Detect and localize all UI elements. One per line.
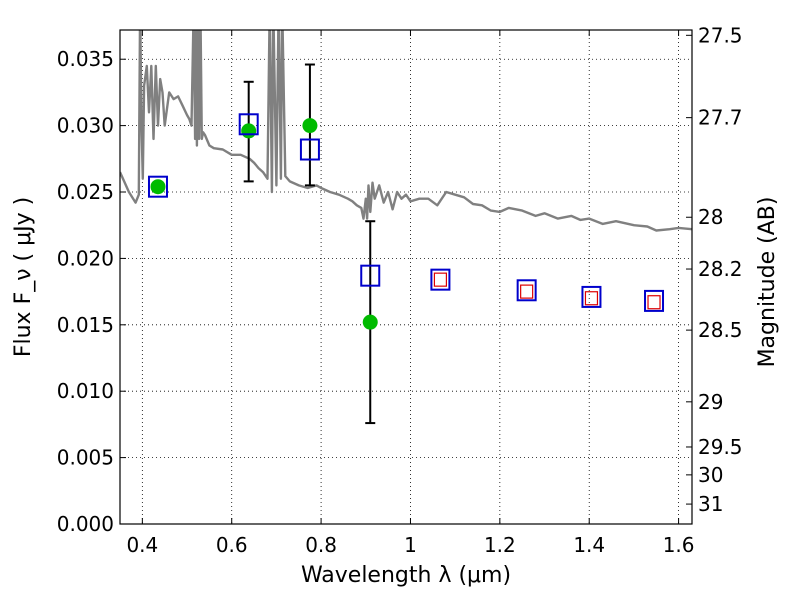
plot-area [120,30,692,232]
model-flux-square [581,285,602,308]
observed-flux-point [362,314,378,330]
x-tick-label: 1.6 [663,533,695,557]
x-tick-label: 0.6 [216,533,248,557]
y2-tick-label: 27.7 [698,106,743,130]
y-tick-label: 0.035 [57,47,114,71]
plot-frame [119,29,693,525]
observed-flux-point [302,118,318,134]
y-tick-label: 0.005 [57,446,114,470]
y-axis: 0.000 0.005 0.010 0.015 0.020 0.025 0.030 0.035 [57,47,126,536]
model-flux-square [147,175,168,198]
y-tick-label: 0.030 [57,114,114,138]
y2-axis: 27.5 27.7 28 28.2 28.5 29 29.5 30 31 [686,23,743,516]
x-axis: 0.4 0.6 0.8 1 1.2 1.4 1.6 [126,30,695,557]
model-flux-square [430,268,451,291]
y2-tick-label: 29 [698,390,723,414]
x-tick-label: 1.2 [484,533,516,557]
y2-tick-label: 28 [698,205,723,229]
y-tick-label: 0.000 [57,512,114,536]
y-axis-title: Flux F_ν ( μJy ) [11,197,36,357]
model-flux-square [516,279,537,302]
y2-tick-label: 30 [698,463,723,487]
markers [147,113,665,330]
y2-tick-label: 28.2 [698,257,743,281]
x-tick-label: 1 [404,533,417,557]
y2-tick-label: 29.5 [698,435,743,459]
x-tick-label: 0.4 [126,533,158,557]
upper-limit-square [584,291,599,306]
x-tick-label: 1.4 [573,533,605,557]
y2-axis-title: Magnitude (AB) [755,197,780,368]
x-tick-label: 0.8 [305,533,337,557]
y-tick-label: 0.015 [57,313,114,337]
upper-limit-square [433,272,448,287]
observed-flux-point [241,123,257,139]
template-spectrum-line [120,30,692,232]
y2-tick-label: 28.5 [698,318,743,342]
y2-tick-label: 27.5 [698,23,743,47]
grid [120,30,692,524]
y-tick-label: 0.010 [57,379,114,403]
y2-tick-label: 31 [698,492,723,516]
model-flux-square [238,113,259,136]
upper-limit-square [647,295,661,310]
observed-flux-point [150,179,166,195]
model-flux-square [644,289,665,312]
y-tick-label: 0.020 [57,246,114,270]
model-flux-square [299,138,320,161]
model-flux-square [360,264,381,287]
x-axis-title: Wavelength λ (μm) [301,563,511,588]
upper-limit-square [520,284,534,299]
y-tick-label: 0.025 [57,180,114,204]
